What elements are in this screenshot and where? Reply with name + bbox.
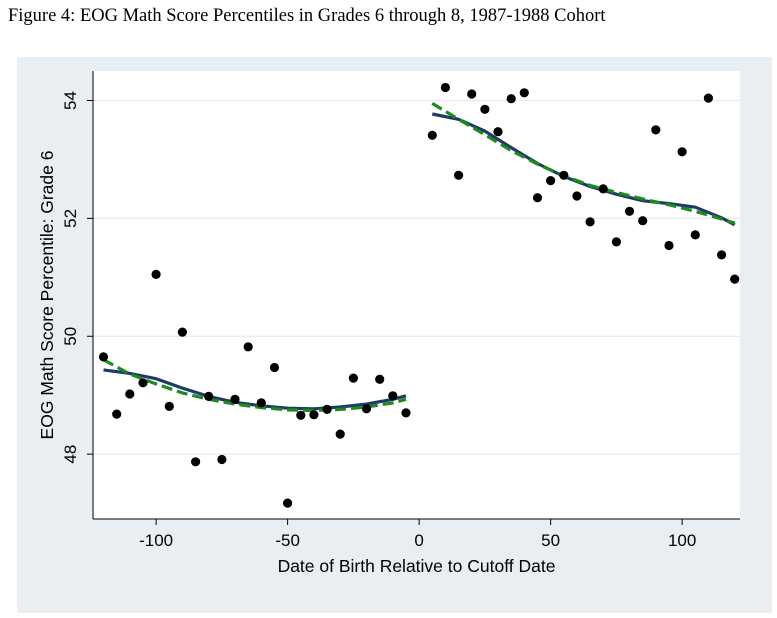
y-tick-label: 50 bbox=[61, 327, 80, 346]
data-point bbox=[427, 130, 437, 140]
data-point bbox=[401, 408, 411, 418]
data-point bbox=[269, 362, 280, 373]
data-point bbox=[532, 193, 543, 203]
data-point bbox=[388, 391, 398, 401]
data-point bbox=[611, 237, 622, 247]
data-point bbox=[243, 342, 253, 352]
data-point bbox=[151, 269, 161, 279]
y-tick-label: 52 bbox=[61, 209, 80, 228]
data-point bbox=[191, 457, 201, 467]
data-point bbox=[112, 409, 122, 419]
data-point bbox=[440, 82, 450, 93]
gridlines bbox=[93, 99, 740, 455]
data-point bbox=[651, 125, 661, 135]
dashed-fit-line bbox=[431, 102, 736, 225]
data-point bbox=[598, 184, 608, 194]
data-point bbox=[677, 147, 687, 157]
data-point bbox=[467, 89, 477, 99]
data-point bbox=[454, 170, 464, 180]
data-point bbox=[177, 327, 187, 337]
data-point bbox=[480, 104, 490, 114]
x-tick-label: 0 bbox=[414, 531, 423, 550]
dashed-fit-line bbox=[102, 358, 407, 413]
x-tick-label: 100 bbox=[668, 531, 696, 550]
data-point bbox=[638, 216, 648, 226]
data-point bbox=[230, 394, 240, 404]
x-tick-label: -100 bbox=[139, 531, 173, 550]
data-point bbox=[559, 170, 569, 180]
data-point bbox=[493, 127, 503, 137]
data-point bbox=[690, 230, 700, 240]
data-point bbox=[164, 401, 174, 411]
data-point bbox=[519, 88, 529, 98]
data-point bbox=[138, 378, 148, 388]
data-point bbox=[572, 191, 582, 201]
data-point bbox=[348, 373, 358, 383]
data-point bbox=[664, 240, 674, 251]
plot-area bbox=[93, 71, 740, 519]
data-point bbox=[585, 217, 595, 227]
data-point bbox=[624, 206, 635, 216]
y-axis-title: EOG Math Score Percentile: Grade 6 bbox=[37, 151, 57, 440]
data-point bbox=[322, 404, 332, 414]
data-point bbox=[375, 374, 385, 384]
data-point bbox=[546, 176, 556, 186]
data-point bbox=[98, 352, 109, 362]
data-point bbox=[204, 391, 214, 401]
y-tick-label: 54 bbox=[61, 91, 80, 110]
x-tick-label: 50 bbox=[541, 531, 560, 550]
data-point bbox=[283, 498, 293, 508]
data-point bbox=[256, 398, 266, 408]
data-point bbox=[730, 274, 740, 284]
data-points bbox=[98, 82, 740, 508]
x-tick-label: -50 bbox=[275, 531, 300, 550]
data-point bbox=[717, 250, 727, 260]
data-point bbox=[296, 410, 306, 420]
data-point bbox=[335, 429, 345, 439]
data-point bbox=[217, 454, 227, 465]
data-point bbox=[506, 94, 516, 104]
figure-title: Figure 4: EOG Math Score Percentiles in … bbox=[8, 6, 606, 26]
axis-ticks: -100 -50 0 50 100 48 50 52 54 bbox=[61, 91, 696, 550]
y-tick-label: 48 bbox=[61, 445, 80, 464]
data-point bbox=[125, 389, 135, 399]
x-axis-title: Date of Birth Relative to Cutoff Date bbox=[278, 556, 556, 576]
data-point bbox=[309, 410, 319, 420]
data-point bbox=[361, 404, 372, 414]
data-point bbox=[703, 93, 714, 103]
